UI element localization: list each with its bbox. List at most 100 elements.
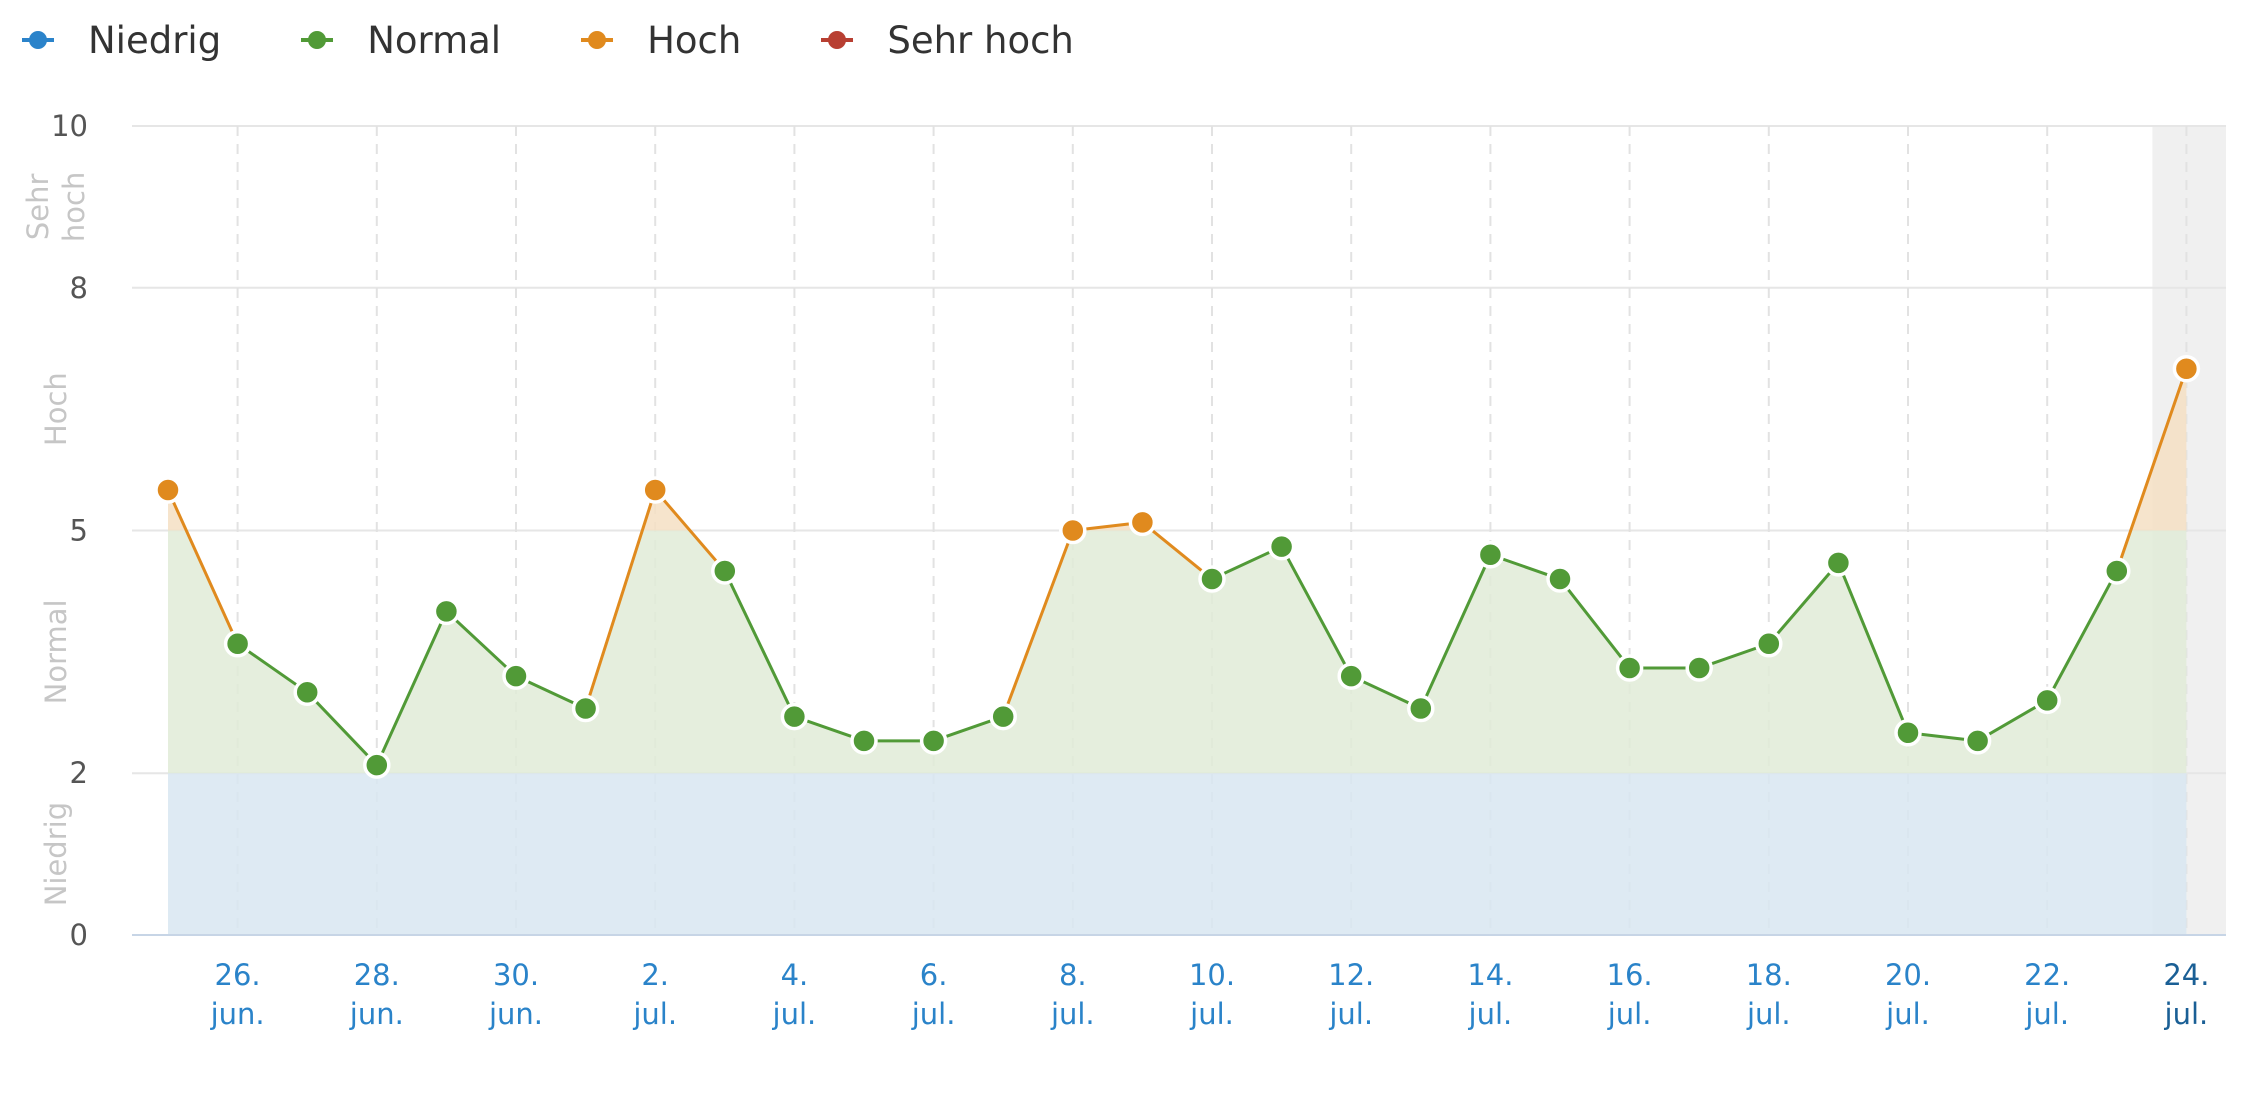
series-line-segment	[166, 489, 239, 645]
band-label: Normal	[39, 599, 73, 704]
x-tick-label: jul.	[1189, 997, 1234, 1031]
series-line-segment	[375, 610, 448, 766]
x-tick-label: 14.	[1467, 958, 1513, 992]
series-line-segment	[1280, 545, 1353, 677]
x-tick-label: 20.	[1885, 958, 1931, 992]
x-tick-label: jul.	[911, 997, 956, 1031]
series-line-segment	[1558, 578, 1631, 669]
data-point	[154, 476, 182, 504]
legend-label: Normal	[367, 18, 502, 62]
data-point	[1615, 654, 1644, 682]
data-point	[1546, 565, 1574, 593]
series-line-segment	[1419, 554, 1492, 710]
x-tick-label: jul.	[2164, 997, 2209, 1031]
area-band-hoch	[168, 368, 2187, 531]
x-tick-label: jul.	[632, 997, 677, 1031]
data-point	[850, 727, 878, 755]
data-point	[2172, 354, 2201, 383]
data-point	[711, 557, 739, 585]
series-line-segment	[1001, 529, 1075, 718]
x-tick-label: jun.	[210, 997, 265, 1031]
series-line-segment	[445, 610, 518, 678]
x-tick-label: jul.	[1746, 997, 1791, 1031]
y-tick-label: 5	[70, 514, 88, 548]
legend-item-hoch[interactable]: Hoch	[581, 19, 741, 62]
x-tick-label: jul.	[2024, 997, 2069, 1031]
series-line-segment	[2115, 368, 2188, 572]
chart-legend: Niedrig Normal Hoch Sehr hoch	[0, 0, 1132, 80]
y-tick-label: 8	[70, 271, 88, 305]
x-tick-label: jul.	[1050, 997, 1095, 1031]
data-point	[1963, 727, 1992, 755]
legend-item-sehr-hoch[interactable]: Sehr hoch	[821, 19, 1074, 62]
data-point	[502, 662, 530, 690]
series-line-segment	[1837, 562, 1910, 734]
data-point	[2033, 686, 2061, 715]
x-tick-label: 30.	[493, 958, 539, 992]
series-line-segment	[236, 642, 309, 694]
x-tick-label: 12.	[1328, 958, 1374, 992]
data-point	[432, 597, 461, 626]
series-line-segment	[1141, 521, 1213, 581]
x-tick-label: 4.	[781, 958, 809, 992]
data-point	[1685, 654, 1713, 682]
legend-label: Hoch	[647, 18, 742, 62]
data-point	[989, 702, 1017, 731]
series-line-segment	[306, 691, 378, 767]
x-tick-label: 24.	[2163, 958, 2209, 992]
x-tick-label: 18.	[1746, 958, 1792, 992]
data-point	[363, 751, 391, 779]
data-point	[1337, 662, 1365, 690]
x-tick-label: 26.	[215, 958, 261, 992]
x-tick-label: 16.	[1607, 958, 1653, 992]
band-label: Hoch	[39, 372, 73, 446]
data-point	[780, 702, 809, 731]
series-line-segment	[584, 489, 657, 709]
y-tick-label: 2	[70, 756, 88, 790]
data-point	[223, 630, 252, 658]
series-line-segment	[654, 489, 726, 572]
x-tick-label: jun.	[488, 997, 543, 1031]
x-tick-label: 2.	[641, 958, 669, 992]
x-tick-label: jul.	[1328, 997, 1373, 1031]
legend-label: Niedrig	[88, 18, 222, 62]
x-tick-label: jul.	[1468, 997, 1513, 1031]
series-line-segment	[723, 570, 796, 718]
legend-marker-icon	[581, 31, 614, 49]
data-point	[1059, 516, 1087, 545]
legend-marker-icon	[301, 31, 334, 49]
series-line-segment	[1767, 561, 1840, 645]
x-tick-label: 6.	[920, 958, 948, 992]
x-tick-label: 28.	[354, 958, 400, 992]
x-tick-label: jun.	[349, 997, 404, 1031]
data-point	[641, 476, 669, 504]
data-point	[2103, 557, 2131, 585]
legend-item-niedrig[interactable]: Niedrig	[22, 19, 221, 62]
y-tick-label: 10	[51, 109, 88, 143]
data-point	[1267, 532, 1296, 561]
data-point	[1128, 508, 1157, 537]
x-tick-label: 8.	[1059, 958, 1087, 992]
data-point	[1476, 541, 1505, 569]
series-line-segment	[2045, 570, 2119, 702]
area-band-sehr-hoch	[132, 126, 2226, 288]
y-tick-label: 0	[70, 918, 88, 952]
x-tick-label: jul.	[1607, 997, 1652, 1031]
legend-item-normal[interactable]: Normal	[301, 19, 501, 62]
x-tick-label: 10.	[1189, 958, 1235, 992]
band-label: Niedrig	[39, 802, 73, 906]
data-point	[1755, 630, 1783, 658]
data-point	[1407, 694, 1435, 723]
data-point	[571, 694, 600, 723]
x-tick-label: jul.	[1885, 997, 1930, 1031]
legend-marker-icon	[821, 31, 854, 49]
legend-label: Sehr hoch	[887, 18, 1074, 62]
data-point	[1198, 565, 1226, 593]
x-tick-label: jul.	[772, 997, 817, 1031]
band-label: Sehrhoch	[21, 172, 91, 242]
data-point	[1824, 549, 1853, 577]
legend-marker-icon	[22, 31, 54, 49]
data-point	[293, 678, 321, 707]
data-point	[1894, 719, 1922, 747]
